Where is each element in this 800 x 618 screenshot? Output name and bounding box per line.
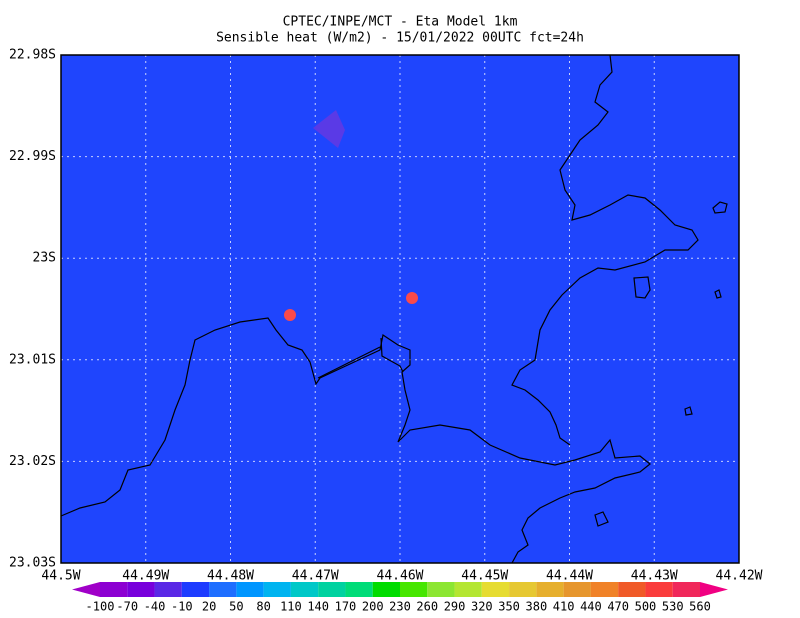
chart-title: CPTEC/INPE/MCT - Eta Model 1km <box>283 15 518 30</box>
colorbar-box <box>400 582 428 597</box>
colorbar-label: 350 <box>498 600 520 614</box>
x-tick-label: 44.44W <box>546 569 593 584</box>
coastline <box>60 54 728 564</box>
island <box>712 201 728 214</box>
colorbar-label: 110 <box>280 600 302 614</box>
colorbar-box <box>345 582 373 597</box>
colorbar-label: 140 <box>307 600 329 614</box>
colorbar-label: -40 <box>144 600 166 614</box>
colorbar-box <box>127 582 155 597</box>
y-tick-label: 23.03S <box>9 556 56 571</box>
colorbar-label: 230 <box>389 600 411 614</box>
colorbar-arrow <box>700 582 728 597</box>
colorbar-box <box>590 582 619 597</box>
colorbar-label: 260 <box>416 600 438 614</box>
colorbar-label: 440 <box>580 600 602 614</box>
y-tick-label: 22.99S <box>9 149 56 164</box>
colorbar-box <box>154 582 182 597</box>
colorbar-label: -10 <box>171 600 193 614</box>
colorbar-box <box>454 582 482 597</box>
colorbar-box <box>100 582 128 597</box>
colorbar-label: 410 <box>553 600 575 614</box>
colorbar-box <box>563 582 591 597</box>
x-tick-label: 44.47W <box>292 569 339 584</box>
coast-channel <box>317 337 404 379</box>
x-tick-label: 44.49W <box>122 569 169 584</box>
y-tick-label: 23.02S <box>9 454 56 469</box>
coast-east <box>511 54 699 446</box>
colorbar-box <box>427 582 455 597</box>
colorbar-box <box>509 582 537 597</box>
island <box>633 276 651 299</box>
x-tick-label: 44.45W <box>461 569 508 584</box>
colorbar-box <box>618 582 646 597</box>
colorbar-box <box>290 582 319 597</box>
island <box>684 406 693 416</box>
colorbar-label: 500 <box>635 600 657 614</box>
colorbar-box <box>672 582 700 597</box>
colorbar-label: -100 <box>86 600 115 614</box>
y-tick-label: 23.01S <box>9 352 56 367</box>
field-spot <box>406 292 418 304</box>
x-tick-label: 44.46W <box>377 569 424 584</box>
chart-subtitle: Sensible heat (W/m2) - 15/01/2022 00UTC … <box>216 31 584 46</box>
colorbar-label: 560 <box>689 600 711 614</box>
colorbar-label: 200 <box>362 600 384 614</box>
x-tick-label: 44.43W <box>631 569 678 584</box>
colorbar-box <box>536 582 564 597</box>
colorbar-label: -70 <box>116 600 138 614</box>
y-tick-label: 23S <box>33 251 56 266</box>
x-tick-label: 44.48W <box>207 569 254 584</box>
colorbar-label: 290 <box>444 600 466 614</box>
colorbar-label: 320 <box>471 600 493 614</box>
colorbar-label: 50 <box>229 600 243 614</box>
colorbar-box <box>481 582 510 597</box>
colorbar-label: 20 <box>202 600 216 614</box>
coast-west <box>60 317 651 564</box>
x-tick-label: 44.5W <box>41 569 80 584</box>
colorbar-label: 530 <box>662 600 684 614</box>
colorbar-arrow <box>72 582 100 597</box>
colorbar-box <box>645 582 673 597</box>
colorbar-label: 470 <box>607 600 629 614</box>
colorbar-box <box>236 582 264 597</box>
colorbar-box <box>372 582 400 597</box>
x-tick-label: 44.42W <box>716 569 763 584</box>
field-spot <box>284 309 296 321</box>
colorbar-box <box>209 582 237 597</box>
plot-frame <box>60 54 740 564</box>
y-tick-label: 22.98S <box>9 48 56 63</box>
colorbar-box <box>318 582 346 597</box>
colorbar-box <box>181 582 210 597</box>
colorbar-label: 80 <box>256 600 270 614</box>
field-patch <box>313 110 345 148</box>
colorbar-label: 170 <box>335 600 357 614</box>
colorbar-label: 380 <box>526 600 548 614</box>
island <box>714 289 722 299</box>
colorbar-box <box>263 582 291 597</box>
island <box>594 511 609 527</box>
